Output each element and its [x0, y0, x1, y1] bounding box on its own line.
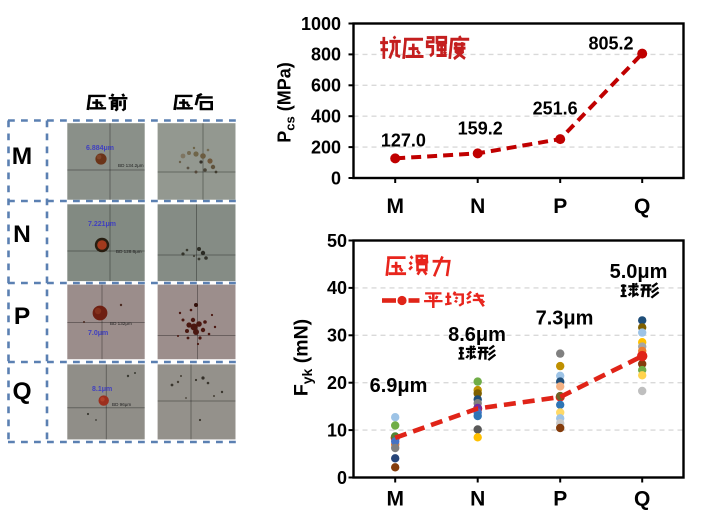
svg-text:8.1μm: 8.1μm	[92, 386, 112, 393]
svg-text:5.0μm: 5.0μm	[610, 261, 668, 283]
svg-text:400: 400	[311, 107, 341, 127]
svg-text:7.3μm: 7.3μm	[536, 308, 594, 330]
svg-text:40: 40	[327, 278, 347, 298]
svg-text:0: 0	[337, 468, 347, 488]
svg-text:159.2: 159.2	[458, 119, 503, 139]
svg-text:M: M	[386, 195, 404, 218]
svg-text:7.221μm: 7.221μm	[88, 221, 116, 228]
svg-text:M: M	[12, 143, 32, 170]
svg-text:N: N	[13, 221, 31, 248]
svg-text:10: 10	[327, 420, 347, 440]
svg-text:50: 50	[327, 231, 347, 251]
svg-text:0: 0	[331, 168, 341, 188]
svg-text:P: P	[553, 488, 567, 511]
svg-text:7.0μm: 7.0μm	[88, 330, 108, 337]
svg-text:Q: Q	[634, 488, 650, 511]
svg-text:30: 30	[327, 326, 347, 346]
svg-text:N: N	[470, 195, 485, 218]
svg-text:BD 132μm: BD 132μm	[110, 321, 132, 326]
svg-text:127.0: 127.0	[381, 131, 426, 151]
svg-text:600: 600	[311, 76, 341, 96]
svg-text:BD 128.6μm: BD 128.6μm	[116, 249, 142, 254]
svg-text:P: P	[553, 195, 567, 218]
svg-text:800: 800	[311, 45, 341, 65]
svg-text:1000: 1000	[301, 14, 341, 34]
svg-text:200: 200	[311, 137, 341, 157]
svg-text:6.9μm: 6.9μm	[370, 375, 428, 397]
svg-text:Q: Q	[634, 195, 650, 218]
svg-text:Fyk (mN): Fyk (mN)	[291, 319, 315, 396]
svg-text:8.6μm: 8.6μm	[448, 324, 506, 346]
svg-text:P: P	[14, 303, 30, 330]
svg-text:BD 96μm: BD 96μm	[112, 402, 131, 407]
svg-text:M: M	[386, 488, 404, 511]
svg-text:6.884μm: 6.884μm	[86, 145, 114, 152]
svg-text:251.6: 251.6	[533, 99, 578, 119]
svg-text:20: 20	[327, 373, 347, 393]
svg-text:805.2: 805.2	[588, 33, 633, 53]
svg-text:BD 134.2μm: BD 134.2μm	[118, 163, 144, 168]
svg-text:Q: Q	[12, 378, 31, 405]
svg-text:N: N	[470, 488, 485, 511]
